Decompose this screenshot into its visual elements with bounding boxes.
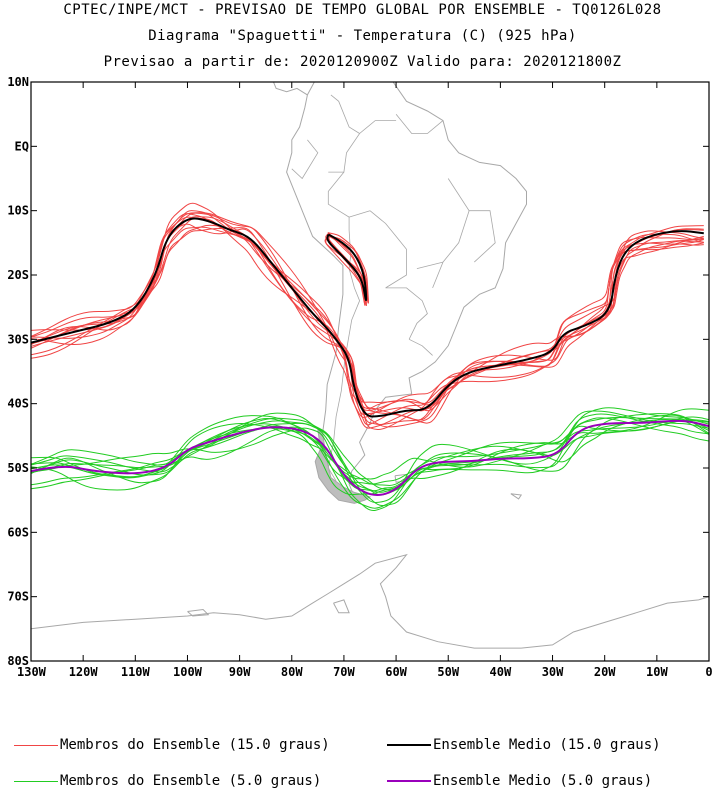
map-validity: Previsao a partir de: 2020120900Z Valido… xyxy=(103,54,622,70)
y-tick-label: 10S xyxy=(7,204,29,218)
x-tick-label: 80W xyxy=(281,665,303,679)
legend-swatch xyxy=(387,780,431,782)
map-subtitle: Diagrama "Spaguetti" - Temperatura (C) (… xyxy=(148,28,577,44)
south-georgia-coastline xyxy=(510,493,523,500)
alexander-island-coastline xyxy=(333,599,350,614)
country-border xyxy=(395,113,444,134)
member-contour-15 xyxy=(31,226,704,426)
ensemble-mean-15 xyxy=(31,217,704,418)
country-border xyxy=(327,171,352,256)
y-tick-label: 20S xyxy=(7,268,29,282)
x-tick-label: 40W xyxy=(490,665,512,679)
legend-label: Ensemble Medio (5.0 graus) xyxy=(433,773,653,789)
country-border xyxy=(327,255,361,482)
central-america-coastline xyxy=(272,82,308,96)
legend-swatch xyxy=(14,780,58,782)
country-border xyxy=(432,210,470,289)
antarctica-coastline xyxy=(31,553,709,649)
member-contour-15 xyxy=(31,216,704,424)
legend-mean-5: Ensemble Medio (5.0 graus) xyxy=(387,773,652,789)
y-tick-label: 70S xyxy=(7,590,29,604)
x-tick-label: 70W xyxy=(333,665,355,679)
x-tick-label: 100W xyxy=(173,665,203,679)
member-contour-5 xyxy=(31,419,709,504)
country-border xyxy=(447,178,496,263)
legend-label: Membros do Ensemble (5.0 graus) xyxy=(60,773,322,789)
ensemble-mean-contours xyxy=(31,217,709,496)
x-tick-label: 50W xyxy=(437,665,459,679)
y-tick-label: 30S xyxy=(7,332,29,346)
legend-mean-15: Ensemble Medio (15.0 graus) xyxy=(387,737,661,753)
y-tick-label: 60S xyxy=(7,525,29,539)
country-border xyxy=(416,261,444,269)
legend-swatch xyxy=(387,744,431,746)
member-contour-5 xyxy=(31,419,709,507)
y-tick-label: 50S xyxy=(7,461,29,475)
member-contour-15 xyxy=(31,223,704,421)
member-contour-5 xyxy=(31,407,709,496)
legend-member-5: Membros do Ensemble (5.0 graus) xyxy=(14,773,321,789)
country-border xyxy=(328,120,397,173)
x-tick-label: 10W xyxy=(646,665,668,679)
ensemble-mean-15-closed xyxy=(326,233,368,301)
south-america-coastline xyxy=(286,82,527,498)
caribbean-coastline xyxy=(318,69,339,77)
x-tick-label: 30W xyxy=(542,665,564,679)
x-tick-label: 60W xyxy=(385,665,407,679)
member-contour-15 xyxy=(31,213,704,416)
x-tick-label: 0 xyxy=(705,665,712,679)
x-tick-label: 120W xyxy=(69,665,99,679)
y-tick-label: 80S xyxy=(7,654,29,668)
y-tick-label: EQ xyxy=(15,139,29,153)
member-contour-15 xyxy=(31,217,704,431)
y-tick-label: 10N xyxy=(7,75,29,89)
country-border xyxy=(369,210,407,289)
country-border xyxy=(291,139,319,180)
country-border xyxy=(348,210,371,218)
x-tick-label: 20W xyxy=(594,665,616,679)
legend-label: Ensemble Medio (15.0 graus) xyxy=(433,737,661,753)
member-contour-5 xyxy=(31,410,709,480)
x-tick-label: 130W xyxy=(17,665,47,679)
member-contour-15 xyxy=(31,216,704,429)
member-contour-5 xyxy=(31,414,709,492)
map-title: CPTEC/INPE/MCT - PREVISAO DE TEMPO GLOBA… xyxy=(63,2,662,18)
map-frame xyxy=(30,81,710,662)
coastline-layer xyxy=(31,69,709,649)
member-contour-15 xyxy=(31,227,704,428)
country-border xyxy=(330,94,360,134)
member-contour-15 xyxy=(31,212,704,411)
legend-swatch xyxy=(14,744,58,746)
y-tick-label: 40S xyxy=(7,397,29,411)
patagonian-archipelago xyxy=(314,427,372,504)
country-border xyxy=(385,287,428,340)
legend-member-15: Membros do Ensemble (15.0 graus) xyxy=(14,737,330,753)
x-tick-label: 110W xyxy=(121,665,151,679)
legend-label: Membros do Ensemble (15.0 graus) xyxy=(60,737,330,753)
member-contour-15 xyxy=(31,202,704,418)
x-tick-label: 90W xyxy=(229,665,251,679)
thurston-island-coastline xyxy=(187,608,210,617)
country-border xyxy=(408,338,433,356)
ensemble-mean-5 xyxy=(31,419,709,496)
member-contour-15 xyxy=(31,224,704,425)
